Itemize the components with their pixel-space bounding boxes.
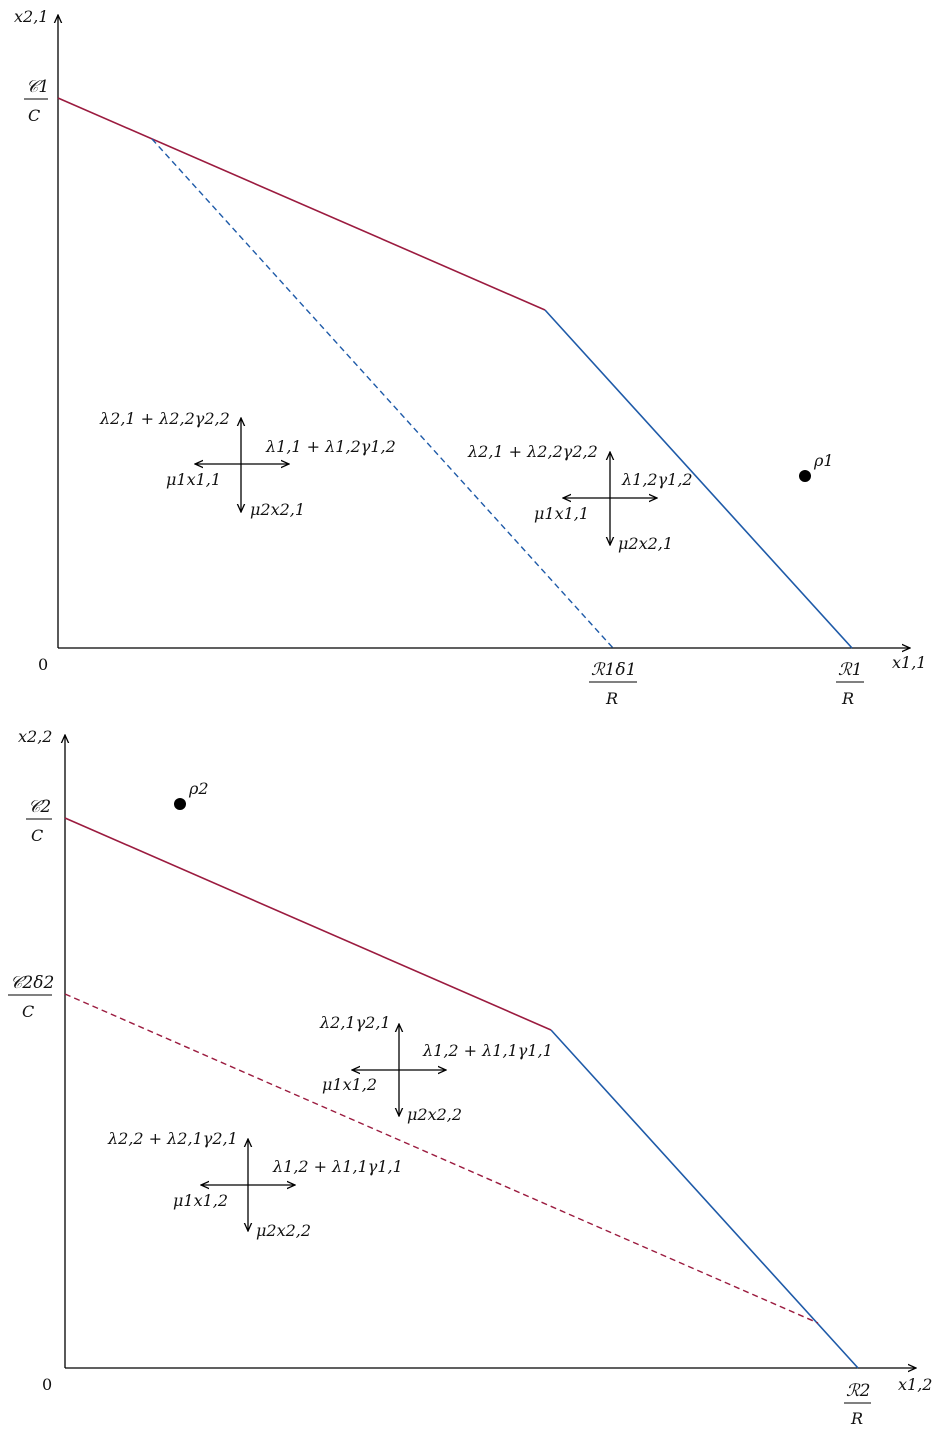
rate-cross-right-1: λ2,1 + λ2,2γ2,2 λ1,2γ1,2 μ1x1,1 μ2x2,1 <box>467 442 693 553</box>
rate-right: λ1,2 + λ1,1γ1,1 <box>272 1157 403 1176</box>
point-rho2 <box>174 798 186 810</box>
x-axis-label-1: x1,1 <box>892 653 926 672</box>
rate-up: λ2,1 + λ2,2γ2,2 <box>99 409 230 428</box>
svg-text:ℛ2: ℛ2 <box>846 1381 870 1401</box>
svg-text:𝒞2: 𝒞2 <box>28 797 51 817</box>
svg-text:R: R <box>841 689 854 708</box>
rate-right: λ1,1 + λ1,2γ1,2 <box>265 437 396 456</box>
diagram-1: x2,1 x1,1 0 𝒞1 C ℛ1δ1 R ℛ1 R ρ1 <box>14 7 926 708</box>
y-axis-label-2: x2,2 <box>18 727 52 746</box>
svg-text:C: C <box>22 1002 34 1021</box>
boundary-red-1 <box>57 97 546 311</box>
point-rho2-label: ρ2 <box>188 779 209 798</box>
svg-text:𝒞1: 𝒞1 <box>26 77 49 97</box>
y-tick-c2-over-c: 𝒞2 C <box>26 797 52 845</box>
boundary-red-2 <box>64 817 552 1031</box>
rate-up: λ2,1γ2,1 <box>319 1013 391 1032</box>
rate-cross-left-1: λ2,1 + λ2,2γ2,2 λ1,1 + λ1,2γ1,2 μ1x1,1 μ… <box>99 409 396 519</box>
svg-text:R: R <box>850 1409 863 1428</box>
rate-up: λ2,2 + λ2,1γ2,1 <box>107 1129 238 1148</box>
x-tick-r1-over-r: ℛ1 R <box>836 660 864 708</box>
y-axis-label-1: x2,1 <box>14 7 48 26</box>
rate-down: μ2x2,1 <box>250 500 305 519</box>
svg-text:R: R <box>605 689 618 708</box>
diagram-2: x2,2 x1,2 0 𝒞2 C 𝒞2δ2 C ℛ2 R ρ2 λ2,1 <box>8 727 932 1428</box>
boundary-blue-dashed-1 <box>151 138 614 649</box>
rate-down: μ2x2,2 <box>256 1221 311 1240</box>
rate-left: μ1x1,2 <box>173 1191 228 1210</box>
svg-text:ℛ1δ1: ℛ1δ1 <box>591 660 636 680</box>
x-tick-r1d1-over-r: ℛ1δ1 R <box>589 660 637 708</box>
rate-right: λ1,2γ1,2 <box>621 470 693 489</box>
rate-right: λ1,2 + λ1,1γ1,1 <box>422 1041 553 1060</box>
svg-text:𝒞2δ2: 𝒞2δ2 <box>10 973 54 993</box>
x-tick-r2-over-r: ℛ2 R <box>844 1381 871 1428</box>
rate-down: μ2x2,2 <box>407 1105 462 1124</box>
x-axis-label-2: x1,2 <box>898 1375 932 1394</box>
boundary-blue-2 <box>550 1029 859 1369</box>
y-tick-c2d2-over-c: 𝒞2δ2 C <box>8 973 54 1021</box>
rate-up: λ2,1 + λ2,2γ2,2 <box>467 442 598 461</box>
point-rho1-label: ρ1 <box>813 451 834 470</box>
rate-cross-upper-2: λ2,1γ2,1 λ1,2 + λ1,1γ1,1 μ1x1,2 μ2x2,2 <box>319 1013 553 1124</box>
svg-text:C: C <box>28 106 40 125</box>
y-tick-c1-over-c: 𝒞1 C <box>24 77 49 125</box>
boundary-blue-1 <box>544 309 853 649</box>
svg-text:ℛ1: ℛ1 <box>838 660 862 680</box>
rate-left: μ1x1,2 <box>322 1075 377 1094</box>
boundary-red-dashed-2 <box>64 993 819 1324</box>
origin-2: 0 <box>42 1375 52 1394</box>
rate-cross-lower-2: λ2,2 + λ2,1γ2,1 λ1,2 + λ1,1γ1,1 μ1x1,2 μ… <box>107 1129 403 1240</box>
origin-1: 0 <box>38 655 48 674</box>
svg-text:C: C <box>31 826 43 845</box>
rate-left: μ1x1,1 <box>534 504 589 523</box>
rate-down: μ2x2,1 <box>618 534 673 553</box>
point-rho1 <box>799 470 811 482</box>
rate-left: μ1x1,1 <box>166 470 221 489</box>
